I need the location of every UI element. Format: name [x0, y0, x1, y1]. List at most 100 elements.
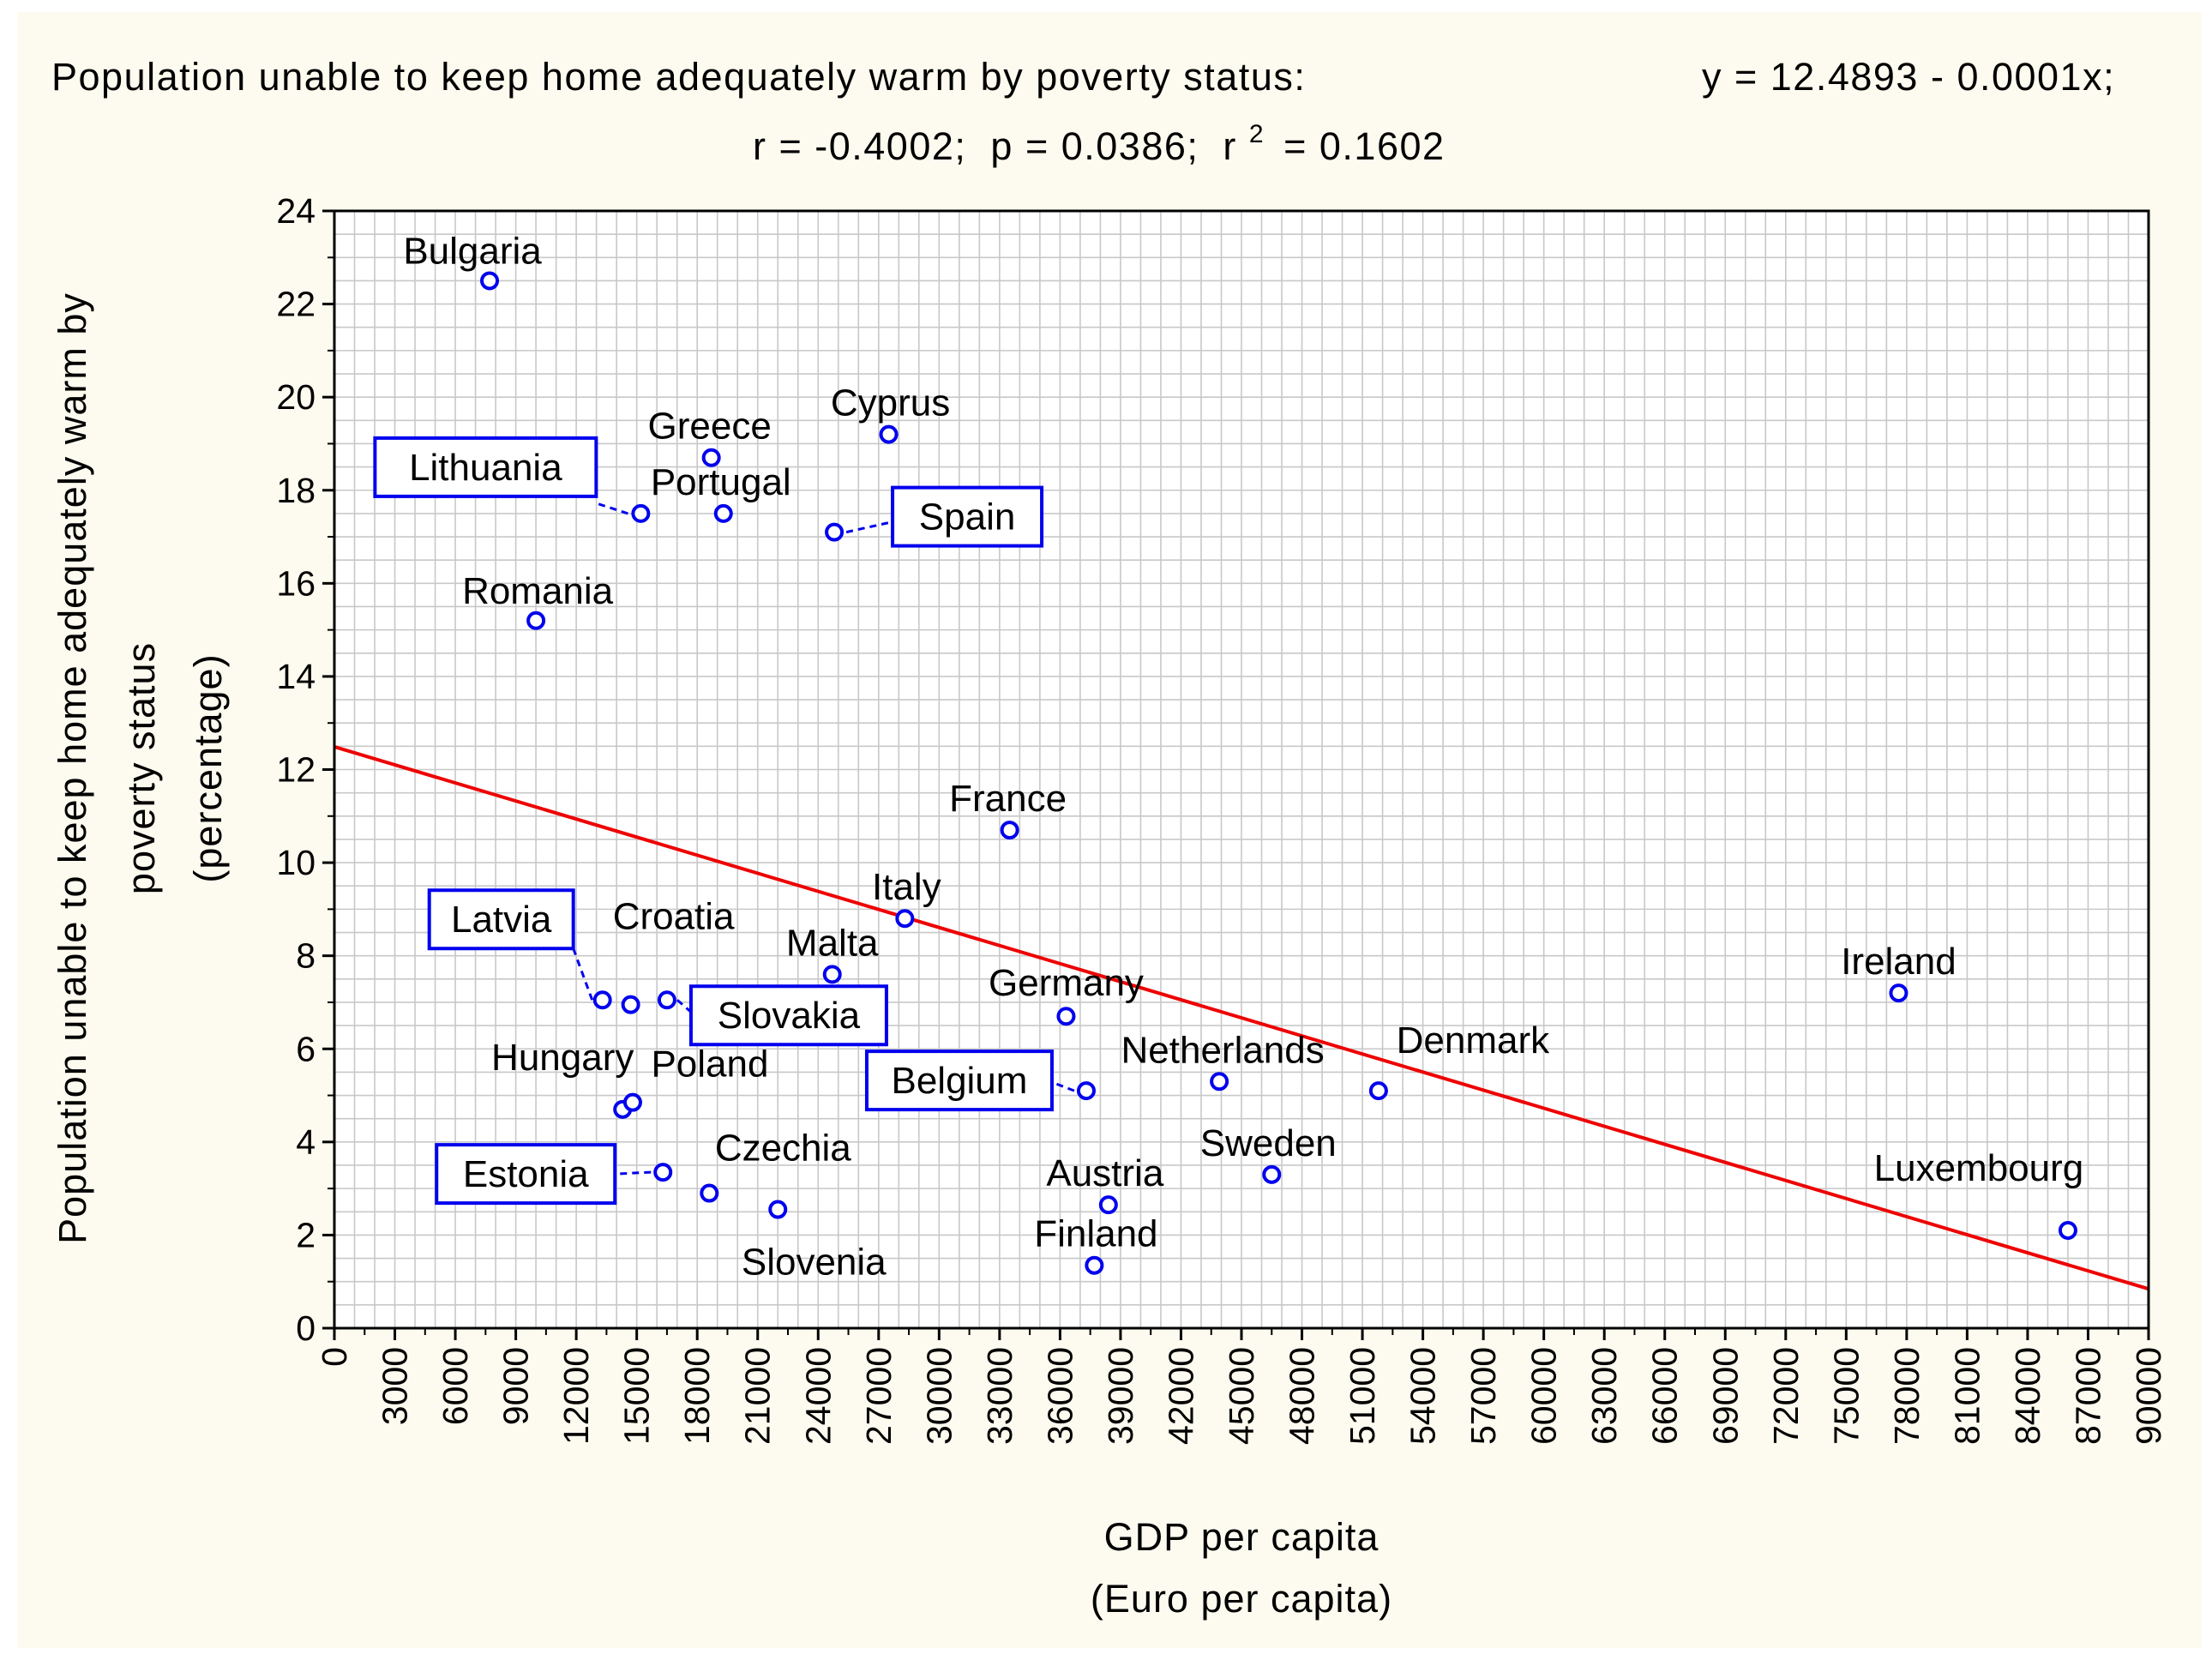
x-tick-label: 63000: [1584, 1347, 1624, 1445]
y-tick-label: 10: [276, 843, 316, 882]
label-box-estonia: [435, 1143, 617, 1206]
point-bulgaria: [480, 271, 500, 291]
x-tick-label: 48000: [1283, 1347, 1322, 1445]
label-belgium: Belgium: [891, 1060, 1027, 1102]
y-tick-label: 4: [296, 1122, 316, 1162]
label-ireland: Ireland: [1841, 941, 1957, 983]
point-malta: [822, 965, 842, 984]
label-box-belgium: [864, 1050, 1054, 1112]
point-luxembourg: [2058, 1220, 2077, 1240]
x-tick-label: 36000: [1040, 1347, 1079, 1445]
x-tick-label: 15000: [617, 1347, 657, 1445]
label-box-latvia: [427, 888, 575, 951]
x-tick-label: 75000: [1826, 1347, 1866, 1445]
point-romania: [526, 610, 546, 630]
x-tick-label: 21000: [738, 1347, 778, 1445]
stat-r2-value: = 0.1602: [1283, 124, 1445, 168]
y-axis-unit: (percentage): [186, 653, 230, 882]
leader-slovakia: [676, 999, 692, 1013]
x-axis-title: GDP per capita: [1104, 1515, 1379, 1559]
point-belgium: [1076, 1081, 1096, 1101]
y-tick-label: 0: [296, 1308, 316, 1348]
x-tick-label: 6000: [436, 1347, 475, 1425]
x-tick-label: 81000: [1947, 1347, 1987, 1445]
label-slovakia: Slovakia: [718, 995, 861, 1037]
x-tick-label: 60000: [1524, 1347, 1564, 1445]
label-slovenia: Slovenia: [742, 1242, 887, 1284]
point-austria: [1098, 1195, 1118, 1215]
x-tick-label: 9000: [496, 1347, 536, 1425]
label-france: France: [949, 778, 1067, 820]
x-tick-label: 27000: [859, 1347, 899, 1445]
x-tick-label: 30000: [919, 1347, 959, 1445]
y-tick-label: 16: [276, 563, 316, 603]
point-italy: [895, 909, 915, 929]
label-sweden: Sweden: [1200, 1122, 1337, 1164]
point-greece: [701, 448, 721, 467]
x-tick-label: 84000: [2008, 1347, 2047, 1445]
x-tick-label: 87000: [2068, 1347, 2107, 1445]
regression-equation: y = 12.4893 - 0.0001x;: [1702, 55, 2115, 99]
regression-line: [334, 745, 2149, 1291]
point-labels: Bulgaria Romania Greece Portugal Cyprus Lithu…: [373, 230, 2084, 1284]
y-tick-label: 14: [276, 657, 316, 696]
label-estonia: Estonia: [463, 1153, 589, 1195]
point-latvia: [592, 990, 612, 1010]
x-tick-label: 45000: [1222, 1347, 1261, 1445]
leader-latvia: [572, 947, 594, 1001]
label-malta: Malta: [786, 922, 879, 964]
point-estonia: [653, 1163, 673, 1182]
x-tick-label: 39000: [1101, 1347, 1140, 1445]
point-poland: [622, 1092, 642, 1112]
label-bulgaria: Bulgaria: [403, 230, 542, 272]
x-tick-label: 90000: [2129, 1347, 2168, 1445]
point-germany: [1056, 1007, 1076, 1026]
point-spain: [825, 522, 845, 542]
label-portugal: Portugal: [651, 461, 791, 503]
point-denmark: [1368, 1081, 1388, 1101]
label-box-slovakia: [688, 984, 888, 1047]
x-tick-label: 66000: [1645, 1347, 1685, 1445]
label-austria: Austria: [1046, 1152, 1163, 1194]
y-tick-label: 8: [296, 936, 316, 976]
label-netherlands: Netherlands: [1121, 1029, 1325, 1071]
label-spain: Spain: [919, 496, 1016, 538]
label-romania: Romania: [462, 570, 614, 612]
point-czechia: [700, 1183, 719, 1203]
leader-spain: [845, 520, 893, 534]
y-tick-label: 12: [276, 750, 316, 790]
chart-title: Population unable to keep home adequatel…: [51, 55, 1306, 99]
point-finland: [1085, 1255, 1104, 1275]
label-czechia: Czechia: [715, 1128, 851, 1170]
label-finland: Finland: [1034, 1213, 1157, 1255]
leader-lines: [572, 502, 1075, 1176]
y-tick-label: 2: [296, 1215, 316, 1254]
label-box-spain: [891, 485, 1044, 548]
regression-stats: r = -0.4002; p = 0.0386; r 2 = 0.1602: [753, 107, 1446, 168]
label-box-lithuania: [373, 436, 598, 498]
x-tick-label: 57000: [1464, 1347, 1503, 1445]
grid: [334, 211, 2149, 1328]
point-croatia: [621, 995, 640, 1014]
stat-r: r = -0.4002;: [753, 124, 966, 168]
label-cyprus: Cyprus: [831, 382, 950, 424]
leader-belgium: [1051, 1080, 1075, 1092]
point-cyprus: [879, 424, 899, 444]
point-slovenia: [768, 1200, 788, 1219]
label-luxembourg: Luxembourg: [1874, 1147, 2084, 1189]
leader-lithuania: [595, 502, 628, 515]
y-tick-label: 22: [276, 285, 316, 324]
x-tick-label: 18000: [677, 1347, 717, 1445]
label-denmark: Denmark: [1397, 1019, 1550, 1062]
point-netherlands: [1210, 1072, 1229, 1092]
point-lithuania: [631, 503, 651, 523]
y-tick-label: 18: [276, 471, 316, 510]
x-tick-label: 12000: [556, 1347, 596, 1445]
point-portugal: [713, 503, 733, 523]
x-tick-label: 42000: [1161, 1347, 1200, 1445]
x-tick-label: 3000: [376, 1347, 415, 1425]
label-italy: Italy: [872, 866, 941, 908]
point-sweden: [1262, 1164, 1282, 1184]
y-tick-label: 20: [276, 377, 316, 417]
